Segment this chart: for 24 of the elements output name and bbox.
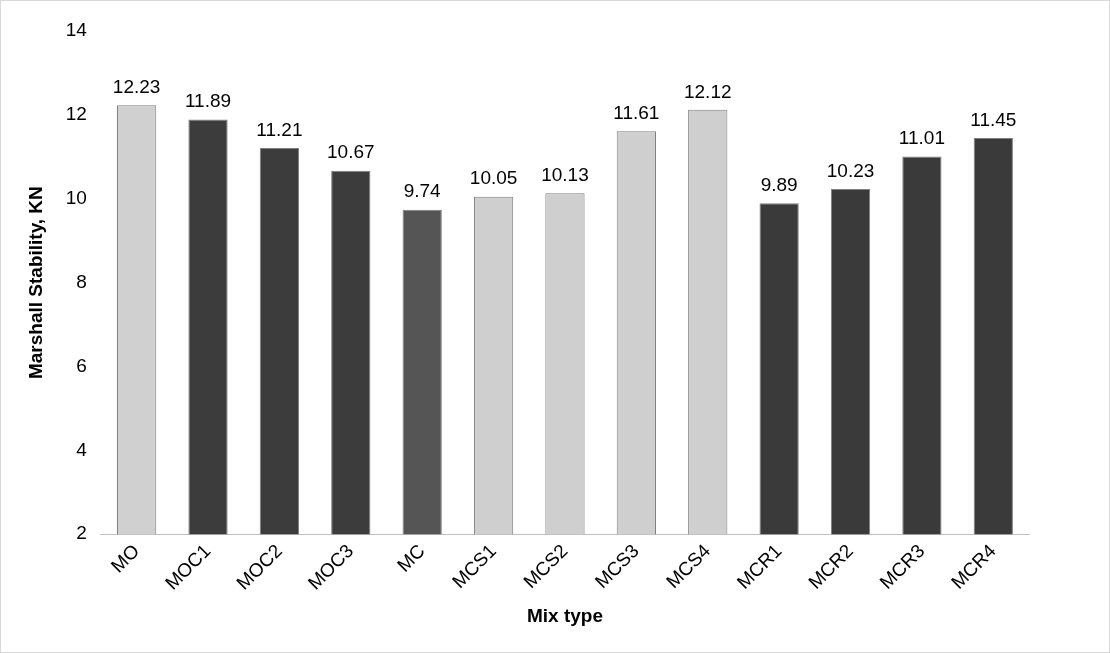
data-label: 10.23 xyxy=(826,159,875,181)
data-label: 11.45 xyxy=(970,108,1017,130)
y-tick-label: 4 xyxy=(76,438,88,460)
y-tick-label: 8 xyxy=(76,270,87,292)
x-tick-label: MO xyxy=(106,540,144,577)
data-label: 11.01 xyxy=(898,127,945,149)
x-tick-label: MC xyxy=(392,540,429,576)
data-label: 12.23 xyxy=(112,75,161,97)
data-label: 11.89 xyxy=(184,90,232,112)
y-tick-label: 10 xyxy=(65,186,87,208)
x-axis-title: Mix type xyxy=(526,604,603,626)
data-label: 10.13 xyxy=(541,164,589,186)
data-label: 10.05 xyxy=(469,167,518,189)
data-label: 9.74 xyxy=(403,180,442,202)
data-label: 9.89 xyxy=(760,174,798,196)
data-label: 11.21 xyxy=(256,118,303,140)
y-tick-label: 2 xyxy=(76,522,87,544)
y-axis-title: Marshall Stability, KN xyxy=(24,186,46,380)
data-label: 12.12 xyxy=(683,80,732,102)
y-tick-label: 14 xyxy=(65,19,88,41)
y-tick-label: 12 xyxy=(65,103,87,125)
data-label: 11.61 xyxy=(613,101,660,123)
data-label: 10.67 xyxy=(327,141,375,163)
y-tick-label: 6 xyxy=(76,354,87,376)
